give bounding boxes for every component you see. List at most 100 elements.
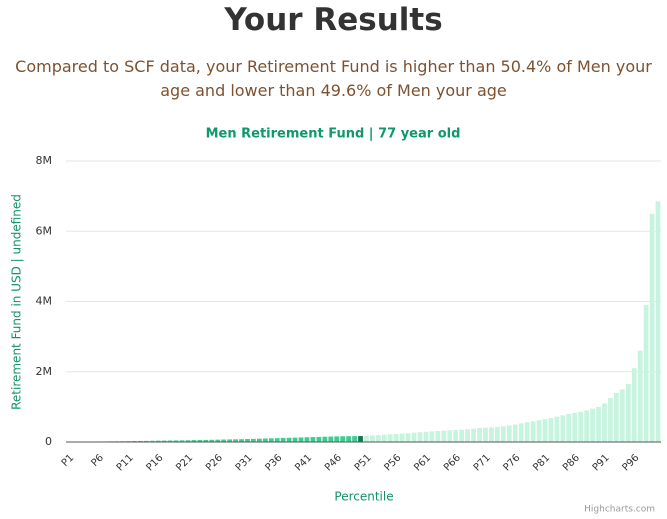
x-tick-label: P16 xyxy=(144,452,165,473)
bar xyxy=(613,392,619,442)
bar xyxy=(137,440,143,442)
x-axis-label: Percentile xyxy=(334,490,393,504)
x-tick-label: P56 xyxy=(382,452,403,473)
x-tick-label: P26 xyxy=(204,452,225,473)
bar xyxy=(494,426,500,442)
bar xyxy=(506,425,512,442)
x-tick-label: P91 xyxy=(591,452,612,473)
bar xyxy=(483,427,488,442)
bar xyxy=(221,439,227,442)
bar xyxy=(530,421,536,442)
bar xyxy=(251,438,256,442)
bar xyxy=(441,430,447,442)
bar xyxy=(149,440,155,442)
bar xyxy=(364,435,369,442)
bar xyxy=(393,433,399,442)
bar xyxy=(346,436,352,442)
bar xyxy=(399,433,405,442)
bar xyxy=(500,426,506,442)
page-title: Your Results xyxy=(224,2,443,38)
y-tick-label: 4M xyxy=(36,295,53,308)
bar xyxy=(179,440,185,442)
bar xyxy=(542,419,548,442)
y-tick-label: 2M xyxy=(36,365,53,378)
bar xyxy=(477,427,482,442)
bar xyxy=(459,429,465,442)
bar xyxy=(465,429,471,442)
bar xyxy=(637,350,643,442)
bar xyxy=(423,431,429,442)
x-tick-label: P11 xyxy=(115,452,136,473)
bar xyxy=(245,439,250,442)
bar xyxy=(233,439,238,442)
bar xyxy=(173,440,179,442)
bar xyxy=(387,434,393,442)
bar xyxy=(256,438,262,442)
bar xyxy=(619,389,625,442)
bar xyxy=(560,415,566,442)
bar xyxy=(161,440,167,442)
y-axis-label: Retirement Fund in USD | undefined xyxy=(10,194,24,410)
bar xyxy=(227,439,233,442)
x-tick-label: P46 xyxy=(323,452,344,473)
bar xyxy=(286,437,292,442)
bar xyxy=(370,435,375,442)
bar xyxy=(274,438,280,442)
bar xyxy=(649,213,655,442)
x-tick-label: P21 xyxy=(174,452,195,473)
bar xyxy=(453,430,459,442)
bar xyxy=(655,201,661,442)
x-tick-label: P96 xyxy=(620,452,641,473)
bar xyxy=(584,410,590,442)
bar xyxy=(143,440,149,442)
bar xyxy=(340,436,346,442)
bar xyxy=(239,439,244,442)
bar xyxy=(268,438,274,442)
bar xyxy=(328,436,334,442)
bar xyxy=(381,434,387,442)
y-tick-label: 0 xyxy=(45,435,52,448)
bar xyxy=(215,439,221,442)
bar xyxy=(447,430,453,442)
bar xyxy=(429,431,435,442)
bar xyxy=(625,384,631,442)
bar xyxy=(358,436,363,442)
bar xyxy=(602,403,607,442)
x-tick-label: P51 xyxy=(353,452,374,473)
x-tick-label: P6 xyxy=(89,452,106,469)
bar xyxy=(596,406,601,442)
bar xyxy=(471,428,476,442)
bar xyxy=(572,412,578,442)
x-tick-label: P61 xyxy=(412,452,433,473)
bar xyxy=(304,437,310,442)
bar xyxy=(280,437,286,442)
bar xyxy=(643,305,649,442)
bar xyxy=(352,436,357,442)
x-tick-label: P86 xyxy=(561,452,582,473)
y-tick-label: 8M xyxy=(36,154,53,167)
bar xyxy=(631,368,637,442)
page-subtitle: Compared to SCF data, your Retirement Fu… xyxy=(15,57,652,100)
bar xyxy=(334,436,340,442)
bar xyxy=(489,427,494,442)
x-tick-label: P36 xyxy=(263,452,284,473)
bar xyxy=(518,423,524,442)
x-tick-label: P66 xyxy=(442,452,463,473)
bar xyxy=(197,439,203,442)
bar xyxy=(512,424,518,442)
bar xyxy=(191,440,197,442)
x-tick-label: P81 xyxy=(531,452,552,473)
bar xyxy=(435,431,441,442)
bar xyxy=(554,416,560,442)
bar xyxy=(405,433,411,442)
bar xyxy=(262,438,268,442)
bar xyxy=(548,418,554,442)
bar xyxy=(155,440,161,442)
bar xyxy=(590,408,595,442)
bar xyxy=(209,439,215,442)
x-tick-label: P76 xyxy=(501,452,522,473)
bar xyxy=(566,413,572,442)
bar xyxy=(167,440,173,442)
chart-title: Men Retirement Fund | 77 year old xyxy=(206,127,461,142)
